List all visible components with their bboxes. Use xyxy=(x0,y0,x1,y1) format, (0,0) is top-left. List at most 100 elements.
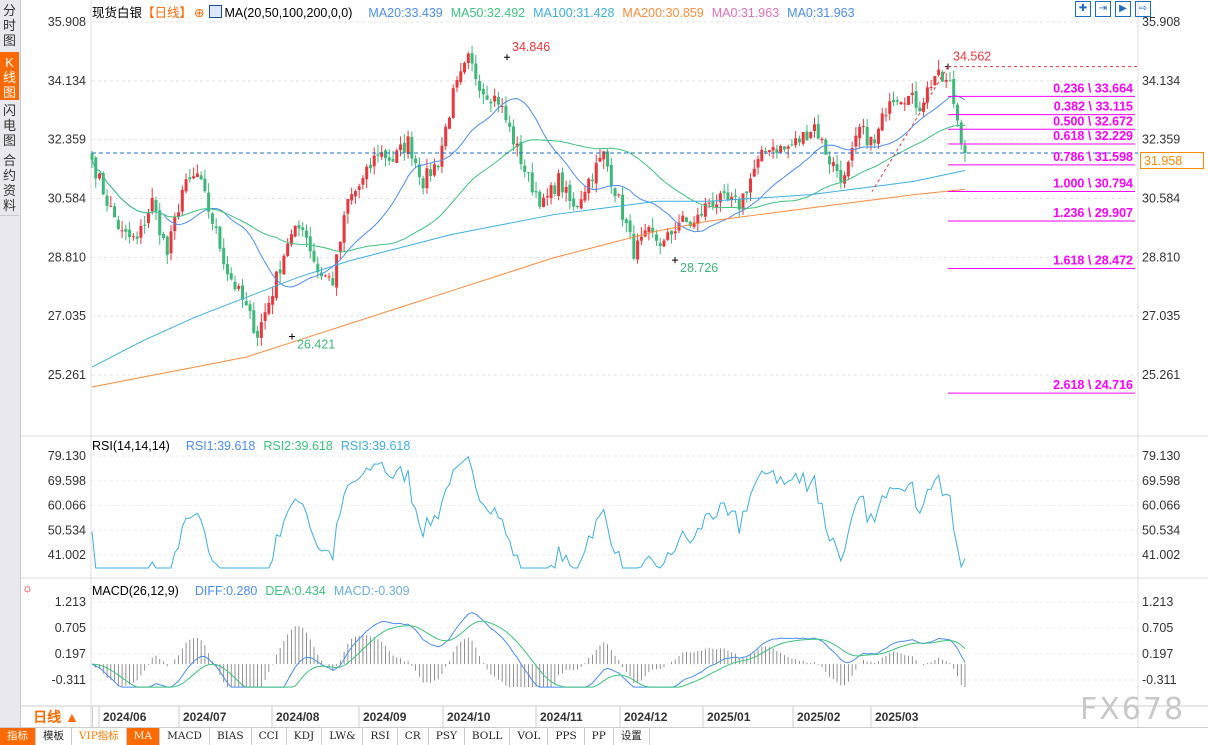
candle-up xyxy=(444,126,448,147)
x-tick-label: 2024/06 xyxy=(103,710,147,724)
sidebar-tab-2[interactable]: 闪电图 xyxy=(0,100,19,152)
rsi-y-tick-left: 60.066 xyxy=(48,499,86,513)
candle-down xyxy=(436,165,440,168)
candle-up xyxy=(876,128,880,144)
candle-up xyxy=(361,178,365,185)
candle-up xyxy=(925,87,929,103)
rsi-y-tick-right: 60.066 xyxy=(1142,499,1180,513)
candle-down xyxy=(508,122,512,127)
toolbar-模板[interactable]: 模板 xyxy=(36,728,72,745)
candle-up xyxy=(109,205,113,207)
ma-chart-icon[interactable] xyxy=(208,5,222,18)
candle-up xyxy=(139,225,143,238)
candle-up xyxy=(662,240,666,247)
candle-down xyxy=(553,185,557,194)
candle-down xyxy=(222,247,226,265)
rsi-y-tick-left: 79.130 xyxy=(48,449,86,463)
toolbar-kdj[interactable]: KDJ xyxy=(287,728,323,745)
candle-up xyxy=(594,162,598,184)
toolbar-vol[interactable]: VOL xyxy=(510,728,549,745)
candle-down xyxy=(940,72,944,82)
candle-up xyxy=(500,106,504,108)
main-header: 现货白银【日线】 ⊕ MA(20,50,100,200,0,0) MA20:33.43… xyxy=(92,2,863,21)
zoom-in-icon[interactable]: ⇥ xyxy=(1095,1,1111,17)
candle-down xyxy=(775,149,779,153)
candle-up xyxy=(639,236,643,241)
fib-trend-line xyxy=(871,66,949,192)
ma200-line xyxy=(91,188,966,388)
candle-down xyxy=(143,224,147,226)
toolbar-指标[interactable]: 指标 xyxy=(0,728,36,745)
candle-down xyxy=(733,195,737,197)
candle-down xyxy=(590,179,594,181)
indicator-settings-icon[interactable]: ⊕ xyxy=(194,6,205,20)
candle-down xyxy=(297,225,301,229)
x-tick-label: 2025/02 xyxy=(797,710,841,724)
candle-down xyxy=(225,263,229,275)
candle-up xyxy=(910,92,914,95)
candle-down xyxy=(685,217,689,222)
candle-down xyxy=(233,281,237,290)
candle-up xyxy=(406,136,410,155)
candle-up xyxy=(666,232,670,240)
candle-up xyxy=(756,159,760,168)
crosshair-icon[interactable]: ✚ xyxy=(1075,1,1091,17)
candle-up xyxy=(282,255,286,275)
candle-up xyxy=(342,215,346,243)
toolbar-cr[interactable]: CR xyxy=(398,728,429,745)
candle-down xyxy=(790,144,794,146)
candle-down xyxy=(301,227,305,231)
rsi-line xyxy=(91,455,966,569)
fib-level-label: 1.236 \ 29.907 xyxy=(1053,206,1133,220)
candle-down xyxy=(116,219,120,229)
period-button[interactable]: 日线 ▲ xyxy=(20,707,93,727)
toolbar-boll[interactable]: BOLL xyxy=(465,728,511,745)
candle-up xyxy=(150,197,154,212)
candle-up xyxy=(372,155,376,167)
candle-down xyxy=(613,188,617,197)
toolbar-vip指标[interactable]: VIP指标 xyxy=(72,728,127,745)
candle-up xyxy=(177,212,181,217)
toolbar-ma[interactable]: MA xyxy=(126,728,161,745)
y-tick-right: 34.134 xyxy=(1142,74,1180,88)
ma-label: MA(20,50,100,200,0,0) xyxy=(224,6,353,20)
toolbar-设置[interactable]: 设置 xyxy=(614,728,650,745)
candle-down xyxy=(90,153,94,160)
candle-down xyxy=(252,310,256,333)
candle-up xyxy=(858,127,862,139)
sidebar-tab-1[interactable]: K线图 xyxy=(0,52,19,102)
candle-up xyxy=(752,168,756,177)
x-tick-label: 2024/10 xyxy=(447,710,491,724)
y-tick-left: 34.134 xyxy=(48,74,86,88)
extreme-marker xyxy=(504,54,510,61)
sidebar-tab-0[interactable]: 分时图 xyxy=(0,0,19,54)
toolbar-pps[interactable]: PPS xyxy=(548,728,585,745)
candle-down xyxy=(474,63,478,80)
candle-up xyxy=(771,147,775,151)
toolbar-pp[interactable]: PP xyxy=(585,728,614,745)
ma50-line xyxy=(91,124,966,253)
toolbar-psy[interactable]: PSY xyxy=(429,728,465,745)
sidebar-tab-3[interactable]: 合约资料 xyxy=(0,150,19,216)
ma-value: MA50:32.492 xyxy=(450,6,526,20)
toolbar-macd[interactable]: MACD xyxy=(160,728,210,745)
zoom-out-icon[interactable]: ▶ xyxy=(1115,1,1131,17)
candle-up xyxy=(180,189,184,212)
x-tick-label: 2024/12 xyxy=(624,710,668,724)
y-tick-left: 32.359 xyxy=(48,133,86,147)
scroll-right-icon[interactable]: ⇨ xyxy=(1135,1,1151,17)
extreme-label: 26.421 xyxy=(297,338,335,352)
candle-down xyxy=(892,100,896,103)
candle-up xyxy=(854,135,858,147)
macd-settings-icon[interactable]: ☼ xyxy=(22,581,33,595)
x-tick-label: 2024/11 xyxy=(540,710,583,724)
candle-down xyxy=(918,107,922,112)
macd-y-tick-right: 0.197 xyxy=(1142,647,1173,661)
toolbar-rsi[interactable]: RSI xyxy=(363,728,398,745)
candle-down xyxy=(113,206,117,218)
toolbar-cci[interactable]: CCI xyxy=(252,728,287,745)
toolbar-lw&[interactable]: LW& xyxy=(322,728,364,745)
toolbar-bias[interactable]: BIAS xyxy=(210,728,252,745)
y-tick-right: 25.261 xyxy=(1142,368,1180,382)
